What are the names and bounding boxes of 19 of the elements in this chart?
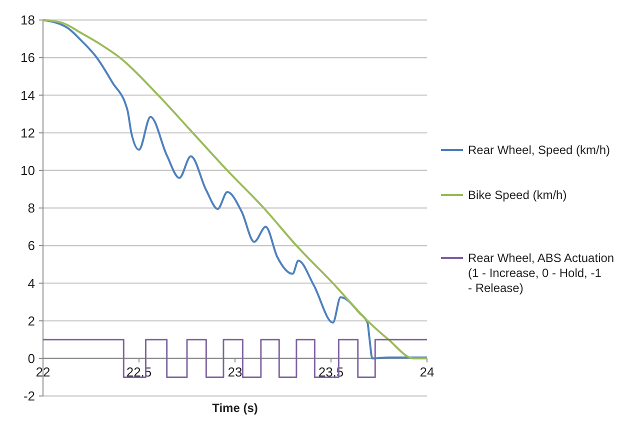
y-tick-label: 16 xyxy=(20,50,35,66)
legend-label: Rear Wheel, Speed (km/h) xyxy=(468,143,610,157)
y-tick-label: 0 xyxy=(28,350,35,366)
x-tick-label: 23 xyxy=(228,364,242,380)
y-tick-label: 18 xyxy=(20,12,35,28)
line-series xyxy=(42,19,428,360)
y-tick-label: 8 xyxy=(28,200,35,216)
y-tick-label: 14 xyxy=(20,88,35,103)
x-tick-label: 24 xyxy=(420,364,434,380)
y-tick-label: 4 xyxy=(28,276,35,291)
y-tick-label: 10 xyxy=(20,162,35,178)
legend-label: Bike Speed (km/h) xyxy=(468,188,567,202)
y-tick-label: 6 xyxy=(28,238,35,254)
x-tick-label: 22 xyxy=(36,364,50,380)
y-tick-label: -2 xyxy=(23,388,35,404)
legend-label: Rear Wheel, ABS Actuation (1 - Increase, 0 - Hold, -1 - Release) xyxy=(468,251,614,295)
y-tick-label: 12 xyxy=(20,125,35,140)
x-axis-title: Time (s) xyxy=(212,401,258,415)
y-tick-label: 2 xyxy=(28,313,35,328)
